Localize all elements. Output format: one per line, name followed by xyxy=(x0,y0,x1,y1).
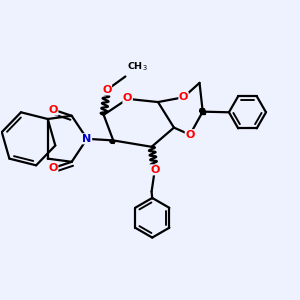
Text: O: O xyxy=(150,165,160,175)
Text: O: O xyxy=(102,85,112,95)
Text: O: O xyxy=(179,92,188,102)
Text: N: N xyxy=(82,134,92,144)
Text: O: O xyxy=(49,105,58,115)
Text: O: O xyxy=(49,163,58,172)
Text: O: O xyxy=(185,130,195,140)
Text: O: O xyxy=(123,93,132,103)
Text: CH$_3$: CH$_3$ xyxy=(127,61,147,73)
